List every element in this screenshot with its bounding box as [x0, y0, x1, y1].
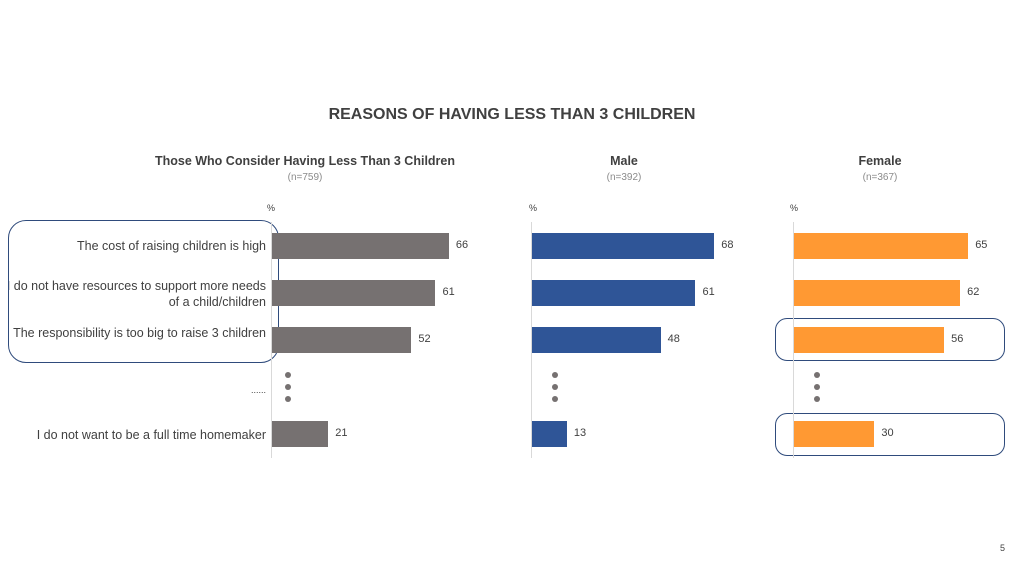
- axis-line-male: [531, 222, 532, 458]
- page-number: 5: [999, 543, 1005, 553]
- data-label-male: 13: [573, 427, 587, 439]
- data-label-total: 52: [418, 333, 431, 345]
- data-label-female: 62: [967, 286, 980, 298]
- category-label: I do not have resources to support more …: [6, 279, 266, 309]
- category-label-ellipsis: ......: [250, 385, 266, 395]
- ellipsis-dot: [552, 372, 558, 378]
- data-label-male: 48: [667, 333, 680, 345]
- data-label-male: 61: [702, 286, 715, 298]
- panel-n-total: (n=759): [287, 172, 323, 183]
- bar-female: [794, 421, 875, 447]
- bar-female: [794, 327, 945, 353]
- ellipsis-dot: [814, 372, 820, 378]
- panel-n-female: (n=367): [862, 172, 898, 183]
- bar-male: [532, 327, 661, 353]
- unit-label-female: %: [790, 203, 799, 213]
- ellipsis-dot: [814, 384, 820, 390]
- unit-label-male: %: [529, 203, 538, 213]
- category-label: The cost of raising children is high: [77, 239, 266, 253]
- data-label-male: 68: [721, 239, 734, 251]
- ellipsis-dot: [285, 372, 291, 378]
- bar-male: [532, 280, 696, 306]
- data-label-female: 30: [881, 427, 894, 439]
- highlight-box-female-homemaker: [775, 413, 1005, 456]
- data-label-female: 56: [951, 333, 964, 345]
- bar-female: [794, 233, 969, 259]
- highlight-box-top-reasons: [8, 220, 279, 363]
- bar-male: [532, 421, 567, 447]
- ellipsis-dot: [285, 384, 291, 390]
- category-label: The responsibility is too big to raise 3…: [13, 326, 266, 340]
- ellipsis-dot: [285, 396, 291, 402]
- bar-total: [272, 421, 329, 447]
- data-label-total: 66: [455, 239, 469, 251]
- panel-n-male: (n=392): [606, 172, 642, 183]
- axis-line-total: [271, 222, 272, 458]
- panel-title-total: Those Who Consider Having Less Than 3 Ch…: [154, 154, 456, 168]
- data-label-total: 21: [335, 427, 348, 439]
- panel-title-female: Female: [858, 154, 902, 168]
- panel-title-male: Male: [610, 154, 638, 168]
- bar-total: [272, 233, 449, 259]
- ellipsis-dot: [552, 396, 558, 402]
- highlight-box-female-responsibility: [775, 318, 1005, 361]
- slide-title: REASONS OF HAVING LESS THAN 3 CHILDREN: [328, 106, 696, 123]
- data-label-female: 65: [975, 239, 988, 251]
- ellipsis-dot: [814, 396, 820, 402]
- ellipsis-dot: [552, 384, 558, 390]
- category-label: I do not want to be a full time homemake…: [36, 428, 266, 442]
- bar-male: [532, 233, 715, 259]
- bar-total: [272, 280, 436, 306]
- data-label-total: 61: [442, 286, 455, 298]
- bar-total: [272, 327, 412, 353]
- axis-line-female: [793, 222, 794, 458]
- bar-female: [794, 280, 961, 306]
- unit-label-total: %: [267, 203, 276, 213]
